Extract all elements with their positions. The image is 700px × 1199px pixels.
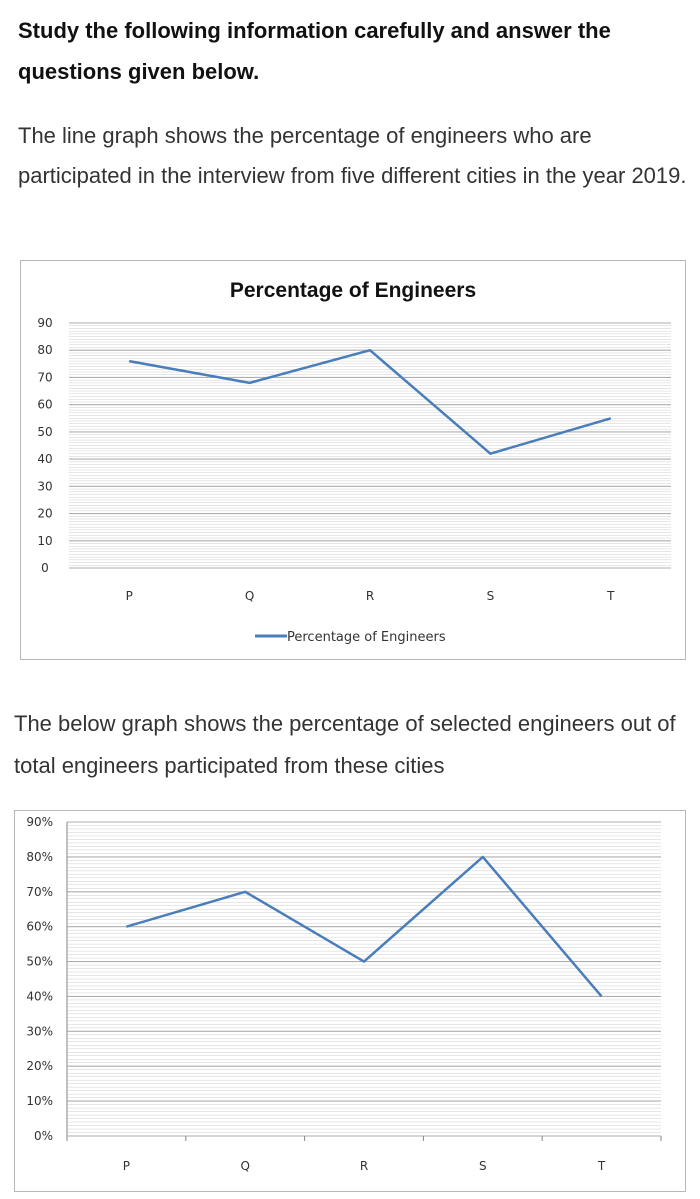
y-tick-label: 70% <box>26 885 53 899</box>
y-tick-label: 20% <box>26 1059 53 1073</box>
y-tick-label: 60 <box>37 398 52 412</box>
chart1-title: Percentage of Engineers <box>230 279 476 302</box>
y-tick-label: 0 <box>41 561 49 575</box>
y-tick-label: 10% <box>26 1094 53 1108</box>
legend-label: Percentage of Engineers <box>287 630 446 645</box>
x-tick-label: R <box>366 589 374 603</box>
x-tick-label: S <box>479 1159 487 1173</box>
engineers-chart-frame: Percentage of Engineers 90 80 70 60 50 40 30 20… <box>20 260 686 660</box>
y-tick-label: 70 <box>37 370 52 384</box>
y-tick-label: 60% <box>26 920 53 934</box>
chart1-description: The line graph shows the percentage of e… <box>18 123 687 188</box>
instructions-heading: Study the following information carefull… <box>18 18 611 84</box>
y-tick-label: 10 <box>37 534 52 548</box>
y-tick-label: 0% <box>34 1129 53 1143</box>
x-tick-label: T <box>597 1159 606 1173</box>
x-tick-label: T <box>606 589 615 603</box>
y-tick-label: 20 <box>37 507 52 521</box>
y-tick-label: 30 <box>37 479 52 493</box>
x-tick-label: P <box>123 1159 130 1173</box>
y-tick-label: 80 <box>37 343 52 357</box>
x-tick-label: Q <box>240 1159 249 1173</box>
y-tick-label: 30% <box>26 1024 53 1038</box>
series-line <box>128 348 612 455</box>
x-tick-label: P <box>126 589 133 603</box>
y-tick-label: 50 <box>37 425 52 439</box>
series-line <box>126 855 603 998</box>
chart2-description: The below graph shows the percentage of … <box>14 711 676 778</box>
selected-chart-frame: 90% 80% 70% 60% 50% 40% 30% 20% 10% 0% P Q R S T <box>14 810 686 1192</box>
y-tick-label: 40 <box>37 452 52 466</box>
y-tick-label: 50% <box>26 955 53 969</box>
y-tick-label: 40% <box>26 989 53 1003</box>
selected-percentage-chart: 90% 80% 70% 60% 50% 40% 30% 20% 10% 0% P Q R S T <box>26 815 662 1173</box>
x-tick-label: R <box>360 1159 368 1173</box>
y-tick-label: 80% <box>26 850 53 864</box>
y-tick-label: 90% <box>26 815 53 829</box>
engineers-percentage-chart: Percentage of Engineers 90 80 70 60 50 40 30 20… <box>37 279 671 645</box>
x-tick-label: S <box>487 589 495 603</box>
y-tick-label: 90 <box>37 316 52 330</box>
x-tick-label: Q <box>245 589 254 603</box>
